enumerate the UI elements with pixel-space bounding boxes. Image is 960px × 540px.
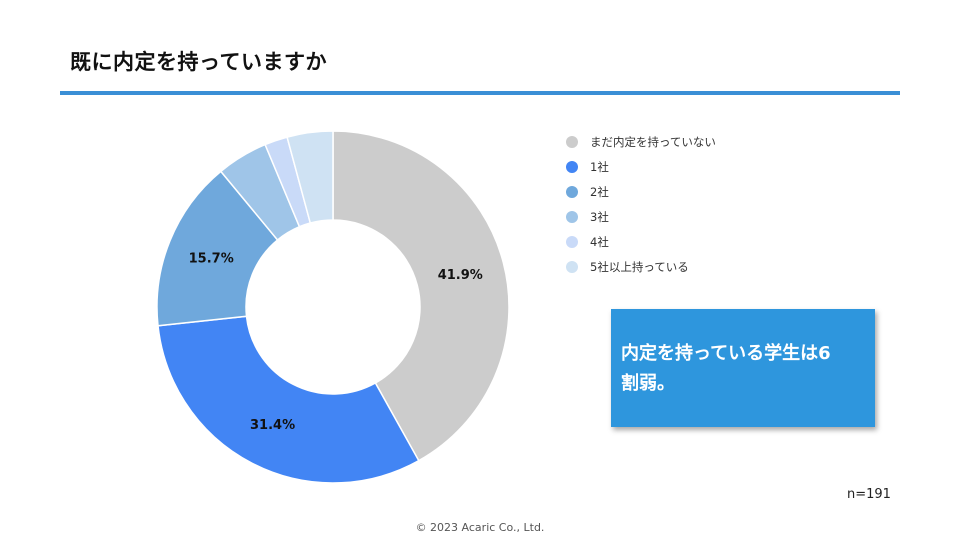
legend-label-4: 4社 bbox=[590, 234, 609, 249]
donut-slice-1 bbox=[157, 315, 420, 484]
sample-size: n=191 bbox=[847, 487, 891, 502]
donut-slice-0 bbox=[332, 130, 510, 462]
slice-label-0: 41.9% bbox=[438, 268, 483, 283]
slice-label-2: 15.7% bbox=[189, 251, 234, 266]
donut-slice-5 bbox=[286, 130, 334, 224]
title-divider bbox=[60, 91, 900, 95]
legend-item: 5社以上持っている bbox=[566, 254, 716, 279]
callout-line-2: 割弱。 bbox=[621, 373, 675, 394]
callout-line-1: 内定を持っている学生は6 bbox=[621, 343, 831, 364]
legend-item: 3社 bbox=[566, 204, 716, 229]
legend-label-1: 1社 bbox=[590, 159, 609, 174]
legend-swatch-2 bbox=[566, 185, 578, 198]
legend-label-5: 5社以上持っている bbox=[590, 259, 689, 274]
legend-swatch-1 bbox=[566, 160, 578, 173]
legend-swatch-3 bbox=[566, 210, 578, 223]
legend-label-3: 3社 bbox=[590, 209, 609, 224]
legend-swatch-4 bbox=[566, 235, 578, 248]
legend-label-0: まだ内定を持っていない bbox=[590, 134, 716, 149]
legend-item: まだ内定を持っていない bbox=[566, 129, 716, 154]
legend-swatch-0 bbox=[566, 135, 578, 148]
donut-labels: 41.9% 31.4% 15.7% bbox=[189, 251, 483, 432]
slice-label-1: 31.4% bbox=[250, 418, 295, 433]
legend-item: 2社 bbox=[566, 179, 716, 204]
legend-label-2: 2社 bbox=[590, 184, 609, 199]
chart-legend: まだ内定を持っていない 1社 2社 3社 4社 5社以上持っている bbox=[566, 129, 716, 279]
legend-item: 4社 bbox=[566, 229, 716, 254]
copyright-footer: © 2023 Acaric Co., Ltd. bbox=[415, 521, 545, 534]
legend-swatch-5 bbox=[566, 260, 578, 273]
donut-slices bbox=[156, 130, 510, 484]
page-title: 既に内定を持っていますか bbox=[70, 50, 327, 74]
legend-item: 1社 bbox=[566, 154, 716, 179]
summary-callout: 内定を持っている学生は6 割弱。 bbox=[611, 309, 875, 427]
